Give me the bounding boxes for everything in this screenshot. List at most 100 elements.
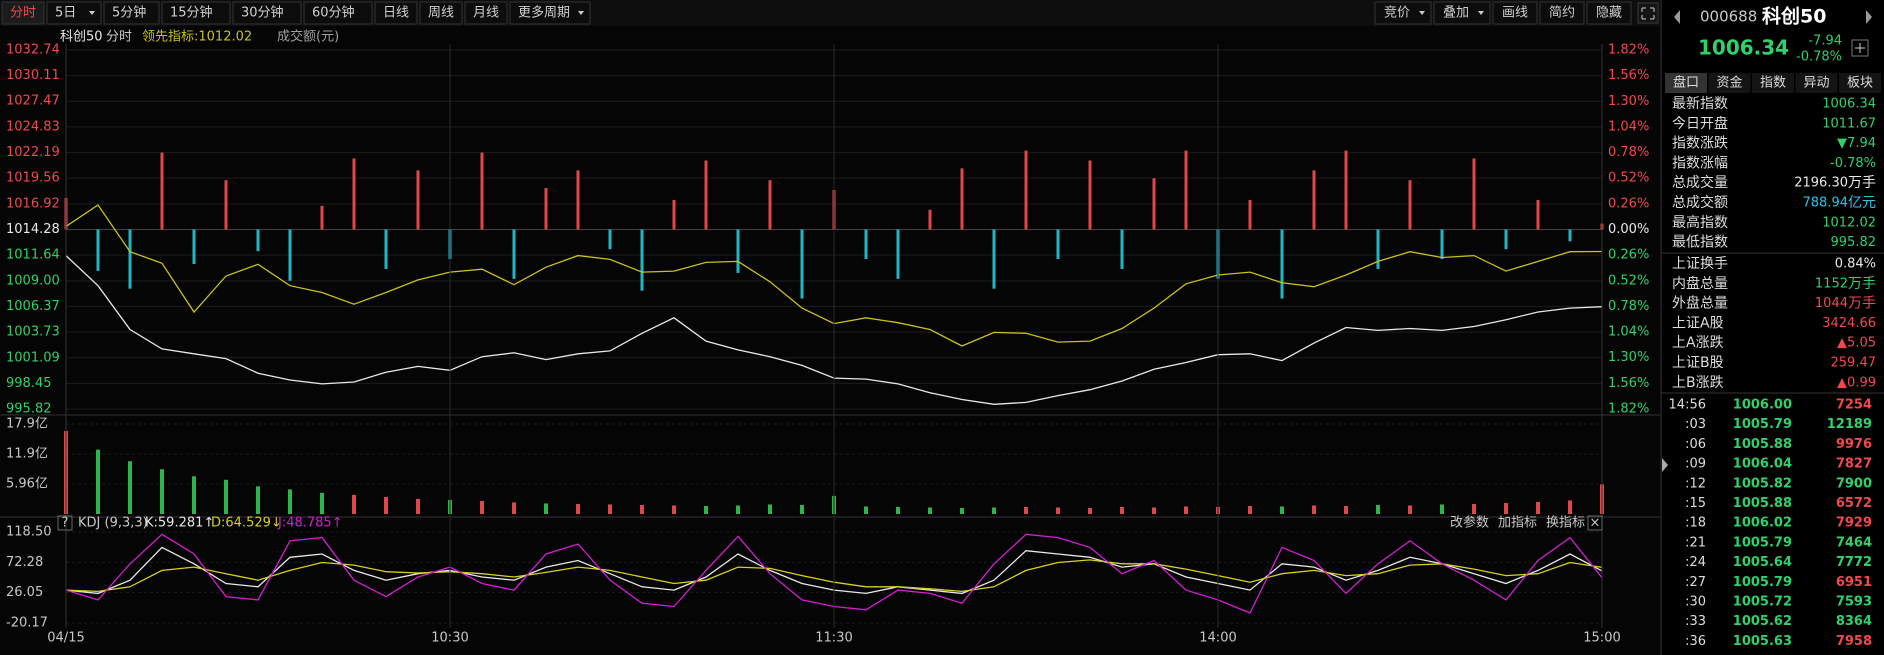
volume-bar [704,505,708,514]
y-tick-label: 26.05 [6,585,43,600]
tab[interactable] [1839,73,1881,93]
toolbar-button[interactable] [1433,1,1491,25]
y2-tick-label: 0.78% [1608,145,1649,160]
toolbar-button[interactable] [419,1,463,25]
stat-value: 1044 [1815,296,1848,311]
stat-label: 最高指数 [1672,214,1728,231]
tick-time: :09 [1685,457,1706,472]
y-tick-label: 1009.00 [6,273,60,288]
stock-code: 000688 [1700,8,1757,26]
indicator-bar [576,170,580,230]
stat-label: 内盘总量 [1672,275,1728,292]
indicator-button[interactable]: 加指标 [1498,516,1537,531]
quote-price: 1006.34 [1698,36,1789,60]
indicator-bar [736,229,740,273]
toolbar-button[interactable] [46,1,102,25]
stat-label: 上A涨跌 [1672,335,1724,351]
volume-bar [480,500,484,514]
toolbar-label: 60分钟 [312,5,355,21]
tick-time: :36 [1685,634,1706,649]
y2-tick-label: 1.04% [1608,119,1649,134]
stat-value: 259.47 [1831,356,1877,371]
volume-bar [1568,500,1572,514]
volume-bar [928,507,932,514]
toolbar-button[interactable] [1586,1,1632,25]
y2-tick-label: 0.52% [1608,171,1649,186]
tick-time: :30 [1685,595,1706,610]
tick-volume: 12189 [1827,417,1872,432]
volume-bar [352,494,356,514]
y2-tick-label: 0.26% [1608,248,1649,263]
tick-time: :21 [1685,535,1706,550]
toolbar-label: 画线 [1502,6,1528,21]
stat-value: ▲5.05 [1837,336,1876,351]
tick-price: 1005.64 [1733,555,1792,570]
y-tick-label: 1024.83 [6,119,60,134]
toolbar-button[interactable] [464,1,508,25]
toolbar-button[interactable] [1539,1,1585,25]
tab[interactable] [1665,73,1707,93]
toolbar-button[interactable] [303,1,373,25]
tab[interactable] [1752,73,1794,93]
volume-bar [960,507,964,514]
indicator-button[interactable]: 换指标 [1546,516,1585,531]
toolbar-label: 隐藏 [1596,6,1622,21]
indicator-bar [544,188,548,230]
stat-value: ▼7.94 [1837,136,1876,151]
volume-bar [512,502,516,514]
toolbar-button[interactable] [103,1,160,25]
tab[interactable] [1795,73,1838,93]
tick-volume: 7958 [1836,634,1872,649]
toolbar-button[interactable] [161,1,231,25]
stat-value: 1012.02 [1822,215,1876,230]
volume-bar [1056,507,1060,514]
toolbar-label: 简约 [1549,5,1575,21]
collapse-arrow[interactable] [1662,458,1668,472]
volume-bar [608,504,612,514]
volume-bar [1280,506,1284,514]
toolbar-label: 5日 [55,6,76,21]
tick-volume: 6951 [1836,575,1872,590]
add-icon [1855,43,1865,53]
indicator-bar [416,170,420,230]
indicator-bar [256,229,260,252]
indicator-bar [608,229,612,250]
help-box[interactable] [57,515,73,531]
toolbar-button[interactable] [1374,1,1432,25]
indicator-bar [224,180,228,230]
indicator-bar [896,229,900,279]
toolbar-button[interactable] [374,1,418,25]
indicator-bar [672,199,676,230]
close-box[interactable] [1587,515,1603,531]
stat-label: 上B涨跌 [1672,375,1724,391]
toolbar-label: 更多周期 [518,5,570,21]
toolbar-button[interactable] [1,1,45,25]
volume-bar [672,505,676,514]
prev-arrow[interactable] [1674,10,1680,24]
tick-price: 1005.79 [1733,417,1792,432]
indicator-bar [160,152,164,230]
toolbar-button[interactable] [232,1,302,25]
stat-label: 总成交量 [1672,174,1728,191]
next-arrow[interactable] [1866,10,1872,24]
volume-bar [224,479,228,514]
indicator-bar [352,158,356,230]
add-button[interactable] [1851,39,1869,57]
indicator-bar [480,152,484,230]
fullscreen-button[interactable] [1637,2,1659,24]
tab[interactable] [1708,73,1751,93]
volume-bar [640,504,644,514]
volume-bar [864,506,868,514]
tick-price: 1005.62 [1733,614,1792,629]
y2-tick-label: 1.30% [1608,94,1649,109]
volume-bar [1536,501,1540,514]
toolbar-button[interactable] [1492,1,1538,25]
stat-value: 1152 [1815,276,1848,291]
y2-tick-label: 0.78% [1608,299,1649,314]
toolbar-button[interactable] [509,1,591,25]
tick-time: :24 [1685,555,1706,570]
toolbar-label: 日线 [383,6,409,21]
indicator-button[interactable]: 改参数 [1450,515,1489,531]
indicator-value: K:59.281↑ [145,516,214,531]
stat-value: 1011.67 [1822,116,1876,131]
